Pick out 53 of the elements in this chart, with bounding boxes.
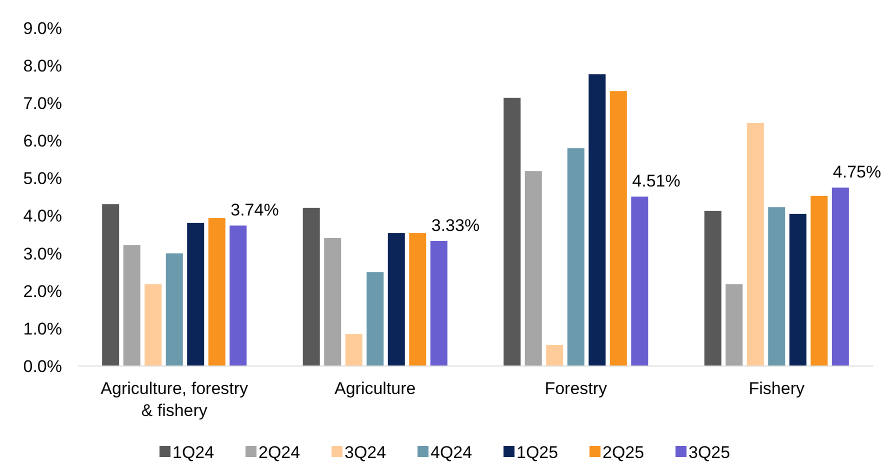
legend-label: 1Q24 — [172, 443, 214, 462]
legend-label: 1Q25 — [516, 443, 558, 462]
bar — [123, 245, 140, 366]
x-tick-label: Agriculture — [334, 379, 416, 398]
y-tick-label: 6.0% — [23, 132, 62, 151]
bar — [208, 218, 226, 366]
bar — [567, 148, 584, 366]
bar — [302, 208, 320, 366]
bar — [789, 214, 806, 366]
legend-label: 3Q25 — [688, 443, 730, 462]
data-label: 4.51% — [632, 172, 680, 191]
bar — [345, 334, 362, 366]
data-label: 4.75% — [832, 162, 881, 182]
y-tick-label: 3.0% — [23, 244, 62, 264]
x-tick-label: Fishery — [748, 379, 805, 398]
bar — [810, 196, 828, 366]
y-tick-label: 7.0% — [23, 94, 62, 114]
bar — [768, 207, 786, 366]
bar — [610, 91, 627, 366]
bar — [832, 188, 849, 366]
bar — [409, 233, 426, 366]
bar — [430, 240, 448, 366]
bar — [746, 123, 764, 366]
bar — [704, 210, 722, 366]
y-tick-label: 1.0% — [23, 319, 62, 338]
legend-label: 2Q24 — [258, 443, 300, 462]
y-tick-label: 4.0% — [23, 206, 62, 226]
bar — [144, 284, 162, 366]
bar — [726, 284, 743, 366]
bar — [187, 222, 204, 366]
bar — [230, 226, 247, 366]
y-tick-label: 9.0% — [23, 18, 62, 38]
y-tick-label: 0.0% — [23, 356, 62, 376]
bar — [524, 171, 542, 366]
bar — [166, 253, 183, 366]
bar — [388, 233, 405, 366]
bar — [504, 98, 521, 366]
bar — [102, 204, 120, 366]
data-label: 3.33% — [431, 216, 480, 235]
x-tick-label: Forestry — [544, 379, 608, 398]
bar — [324, 238, 342, 366]
bar — [366, 272, 384, 366]
bar — [588, 74, 606, 366]
y-tick-label: 8.0% — [23, 56, 62, 76]
y-tick-label: 2.0% — [23, 282, 62, 301]
bar — [546, 344, 564, 366]
y-tick-label: 5.0% — [23, 169, 62, 188]
data-label: 3.74% — [230, 200, 279, 220]
bar — [631, 196, 648, 366]
legend-label: 3Q24 — [344, 443, 386, 462]
x-tick-label: Agriculture, forestry & fishery — [100, 379, 249, 420]
legend-label: 2Q25 — [602, 443, 644, 462]
legend-label: 4Q24 — [430, 443, 472, 462]
